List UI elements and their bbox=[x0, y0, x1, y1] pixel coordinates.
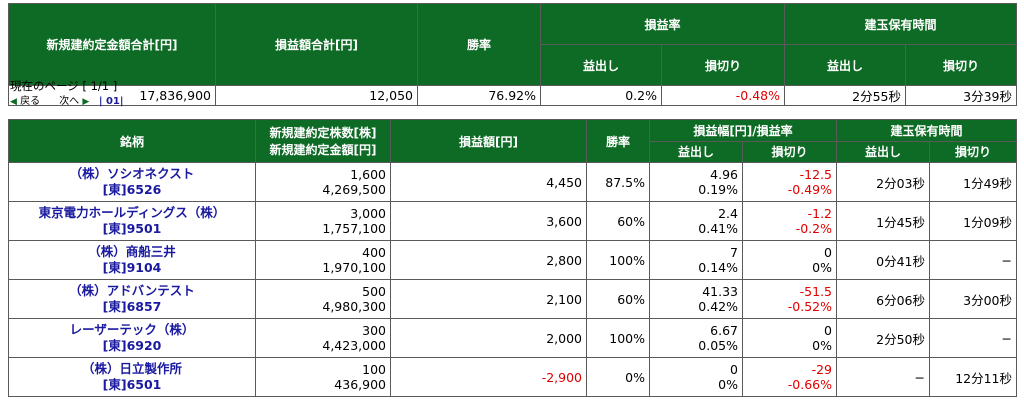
loss-time-cell: 12分11秒 bbox=[929, 357, 1017, 397]
profit-time-cell: 1分45秒 bbox=[836, 201, 930, 241]
stock-cell[interactable]: （株）アドバンテスト [東]6857 bbox=[8, 279, 256, 319]
profit-time-cell: 0分41秒 bbox=[836, 240, 930, 280]
loss-time-subheader: 損切り bbox=[905, 44, 1017, 86]
amount-header-line: 新規建約定金額[円] bbox=[269, 143, 377, 157]
win-rate-value: 76.92% bbox=[417, 85, 541, 106]
detail-hold-time-header: 建玉保有時間 bbox=[836, 119, 1017, 142]
profit-range-cell: 0 0% bbox=[649, 357, 743, 397]
pnl-cell: -2,900 bbox=[390, 357, 587, 397]
stock-header: 銘柄 bbox=[8, 119, 256, 163]
profit-time-cell: 2分50秒 bbox=[836, 318, 930, 358]
pnl-header: 損益額[円] bbox=[390, 119, 587, 163]
profit-range-cell: 4.96 0.19% bbox=[649, 162, 743, 202]
qty-amount-cell: 300 4,423,000 bbox=[255, 318, 391, 358]
pager: 現在のページ [ 1/1 ] ◀ 戻る 次へ ▶ | 01| bbox=[10, 78, 124, 110]
pnl-cell: 2,800 bbox=[390, 240, 587, 280]
total-amount-header: 新規建約定金額合計[円] bbox=[8, 3, 216, 86]
profit-rate-value: 0.2% bbox=[540, 85, 662, 106]
summary-table: 新規建約定金額合計[円] 損益額合計[円] 勝率 損益率 建玉保有時間 益出し … bbox=[8, 3, 1017, 106]
table-row: （株）ソシオネクスト [東]6526 1,600 4,269,500 4,450 8… bbox=[8, 162, 1017, 202]
hold-time-header: 建玉保有時間 bbox=[784, 3, 1017, 45]
stock-cell[interactable]: （株）日立製作所 [東]6501 bbox=[8, 357, 256, 397]
win-cell: 60% bbox=[586, 201, 650, 241]
profit-range-cell: 7 0.14% bbox=[649, 240, 743, 280]
loss-range-cell: -1.2 -0.2% bbox=[742, 201, 837, 241]
total-pnl-header: 損益額合計[円] bbox=[215, 3, 418, 86]
stock-cell[interactable]: 東京電力ホールディングス（株） [東]9501 bbox=[8, 201, 256, 241]
loss-range-cell: -51.5 -0.52% bbox=[742, 279, 837, 319]
loss-time-cell: 1分49秒 bbox=[929, 162, 1017, 202]
loss-time-value: 3分39秒 bbox=[905, 85, 1017, 106]
back-arrow-icon[interactable]: ◀ bbox=[10, 97, 17, 107]
table-row: （株）アドバンテスト [東]6857 500 4,980,300 2,100 60%… bbox=[8, 279, 1017, 319]
qty-amount-cell: 400 1,970,100 bbox=[255, 240, 391, 280]
profit-time-cell: 6分06秒 bbox=[836, 279, 930, 319]
loss-time-cell: − bbox=[929, 240, 1017, 280]
detail-win-rate-header: 勝率 bbox=[586, 119, 650, 163]
range-profit-subheader: 益出し bbox=[649, 140, 743, 163]
loss-range-cell: -29 -0.66% bbox=[742, 357, 837, 397]
back-link[interactable]: 戻る bbox=[20, 96, 41, 107]
next-arrow-icon[interactable]: ▶ bbox=[82, 97, 90, 107]
page-number-link[interactable]: | 01| bbox=[98, 96, 124, 107]
stock-cell[interactable]: （株）ソシオネクスト [東]6526 bbox=[8, 162, 256, 202]
pnl-cell: 4,450 bbox=[390, 162, 587, 202]
qty-amount-cell: 500 4,980,300 bbox=[255, 279, 391, 319]
win-cell: 100% bbox=[586, 318, 650, 358]
total-amount-value: 17,836,900 bbox=[8, 85, 216, 106]
profit-time-cell: 2分03秒 bbox=[836, 162, 930, 202]
qty-amount-cell: 100 436,900 bbox=[255, 357, 391, 397]
table-row: （株）商船三井 [東]9104 400 1,970,100 2,800 100% 7… bbox=[8, 240, 1017, 280]
qty-amount-cell: 1,600 4,269,500 bbox=[255, 162, 391, 202]
pnl-rate-header: 損益率 bbox=[540, 3, 785, 45]
win-cell: 100% bbox=[586, 240, 650, 280]
pnl-cell: 2,000 bbox=[390, 318, 587, 358]
qty-amount-header: 新規建約定株数[株] 新規建約定金額[円] bbox=[255, 119, 391, 163]
current-page-label: 現在のページ [ 1/1 ] bbox=[10, 79, 118, 93]
profit-time-cell: − bbox=[836, 357, 930, 397]
table-row: 東京電力ホールディングス（株） [東]9501 3,000 1,757,100 3,… bbox=[8, 201, 1017, 241]
loss-time-cell: 1分09秒 bbox=[929, 201, 1017, 241]
loss-range-cell: 0 0% bbox=[742, 318, 837, 358]
total-pnl-value: 12,050 bbox=[215, 85, 418, 106]
profit-range-cell: 6.67 0.05% bbox=[649, 318, 743, 358]
profit-time-value: 2分55秒 bbox=[784, 85, 906, 106]
time-loss-subheader: 損切り bbox=[929, 140, 1017, 163]
range-rate-header: 損益幅[円]/損益率 bbox=[649, 119, 837, 142]
table-row: （株）日立製作所 [東]6501 100 436,900 -2,900 0% 0 0%… bbox=[8, 357, 1017, 397]
pnl-cell: 2,100 bbox=[390, 279, 587, 319]
profit-range-cell: 41.33 0.42% bbox=[649, 279, 743, 319]
win-cell: 87.5% bbox=[586, 162, 650, 202]
stock-cell[interactable]: レーザーテック（株） [東]6920 bbox=[8, 318, 256, 358]
table-row: レーザーテック（株） [東]6920 300 4,423,000 2,000 100… bbox=[8, 318, 1017, 358]
range-loss-subheader: 損切り bbox=[742, 140, 837, 163]
time-profit-subheader: 益出し bbox=[836, 140, 930, 163]
stock-cell[interactable]: （株）商船三井 [東]9104 bbox=[8, 240, 256, 280]
loss-range-cell: -12.5 -0.49% bbox=[742, 162, 837, 202]
detail-table: 銘柄 新規建約定株数[株] 新規建約定金額[円] 損益額[円] 勝率 損益幅[円… bbox=[8, 119, 1017, 397]
loss-time-cell: − bbox=[929, 318, 1017, 358]
pnl-cell: 3,600 bbox=[390, 201, 587, 241]
qty-amount-cell: 3,000 1,757,100 bbox=[255, 201, 391, 241]
next-link[interactable]: 次へ bbox=[59, 96, 80, 107]
loss-range-cell: 0 0% bbox=[742, 240, 837, 280]
win-rate-header: 勝率 bbox=[417, 3, 541, 86]
profit-time-subheader: 益出し bbox=[784, 44, 906, 86]
profit-range-cell: 2.4 0.41% bbox=[649, 201, 743, 241]
win-cell: 0% bbox=[586, 357, 650, 397]
loss-time-cell: 3分00秒 bbox=[929, 279, 1017, 319]
loss-rate-subheader: 損切り bbox=[661, 44, 785, 86]
win-cell: 60% bbox=[586, 279, 650, 319]
loss-rate-value: -0.48% bbox=[661, 85, 785, 106]
qty-header-line: 新規建約定株数[株] bbox=[269, 126, 377, 140]
profit-rate-subheader: 益出し bbox=[540, 44, 662, 86]
